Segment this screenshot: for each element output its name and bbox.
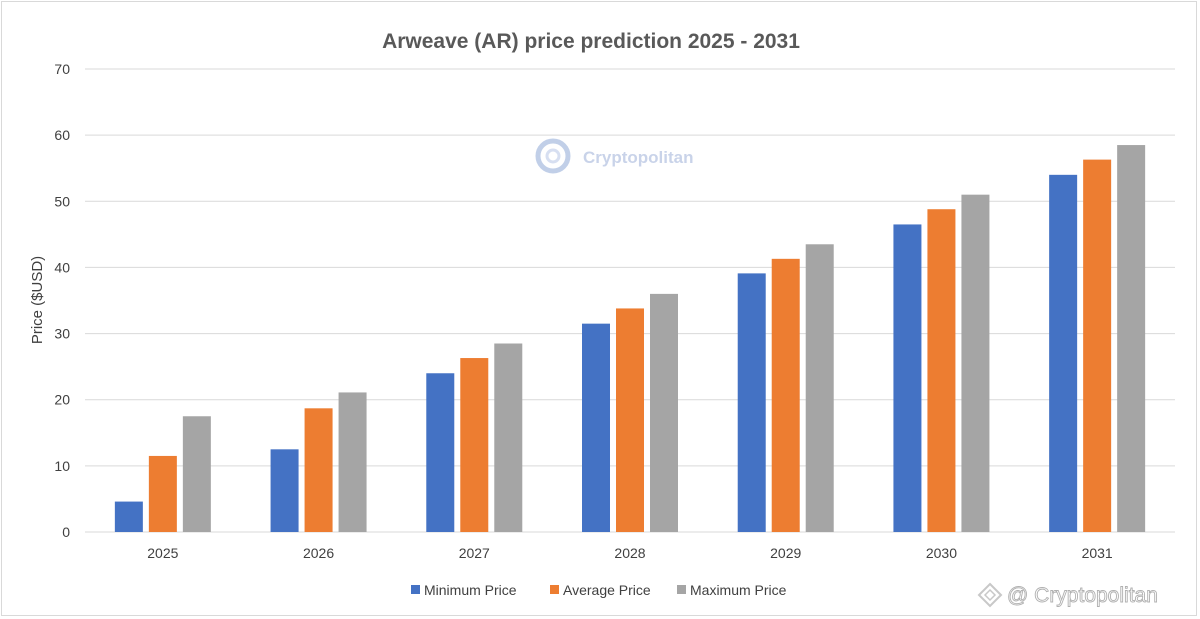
bar xyxy=(426,373,455,532)
bar xyxy=(1117,145,1146,533)
x-tick-label: 2028 xyxy=(614,545,645,561)
bar xyxy=(650,293,678,532)
diamond-logo-icon xyxy=(977,582,1003,608)
y-tick-label: 20 xyxy=(54,392,70,408)
y-tick-label: 30 xyxy=(54,326,70,342)
y-axis-ticks: 0 10 20 30 40 50 60 70 xyxy=(54,61,70,540)
bar xyxy=(893,224,922,532)
bar xyxy=(1049,174,1078,533)
cryptopolitan-logo-inner-icon xyxy=(545,148,561,164)
bar xyxy=(805,244,834,532)
y-tick-label: 40 xyxy=(54,259,70,275)
x-tick-label: 2030 xyxy=(926,545,957,561)
corner-watermark: @ Cryptopolitan xyxy=(977,582,1158,608)
legend-swatch xyxy=(411,585,420,594)
y-tick-label: 0 xyxy=(62,524,70,540)
bars xyxy=(114,145,1146,533)
corner-watermark-text: @ Cryptopolitan xyxy=(1007,584,1158,607)
cryptopolitan-logo-icon xyxy=(535,138,571,174)
x-tick-label: 2027 xyxy=(459,545,490,561)
bar xyxy=(1083,159,1112,532)
y-axis-label: Price ($USD) xyxy=(29,256,46,344)
bar xyxy=(304,408,333,532)
x-tick-label: 2029 xyxy=(770,545,801,561)
bar xyxy=(737,273,766,532)
chart-title: Arweave (AR) price prediction 2025 - 203… xyxy=(382,30,800,53)
legend-swatch xyxy=(677,585,686,594)
bar xyxy=(616,308,644,532)
bar xyxy=(771,258,800,532)
bar xyxy=(148,455,177,532)
bar xyxy=(582,323,610,532)
y-tick-label: 60 xyxy=(54,127,70,143)
bar xyxy=(338,392,367,532)
bar xyxy=(961,194,990,532)
x-axis-ticks: 2025 2026 2027 2028 2029 2030 2031 xyxy=(147,545,1113,561)
legend-label: Average Price xyxy=(563,582,651,598)
watermark-brand-text: Cryptopolitan xyxy=(583,148,694,167)
x-tick-label: 2025 xyxy=(147,545,178,561)
cryptopolitan-watermark: Cryptopolitan xyxy=(535,138,694,174)
legend-label: Minimum Price xyxy=(424,582,517,598)
legend: Minimum Price Average Price Maximum Price xyxy=(411,582,787,598)
y-tick-label: 10 xyxy=(54,458,70,474)
bar xyxy=(114,501,143,532)
bar xyxy=(494,343,523,532)
bar xyxy=(182,416,211,532)
bar xyxy=(927,209,956,533)
x-tick-label: 2031 xyxy=(1082,545,1113,561)
y-tick-label: 70 xyxy=(54,61,70,77)
legend-label: Maximum Price xyxy=(690,582,787,598)
bar xyxy=(270,449,299,532)
x-tick-label: 2026 xyxy=(303,545,334,561)
y-tick-label: 50 xyxy=(54,193,70,209)
bar xyxy=(460,358,489,532)
legend-swatch xyxy=(550,585,559,594)
